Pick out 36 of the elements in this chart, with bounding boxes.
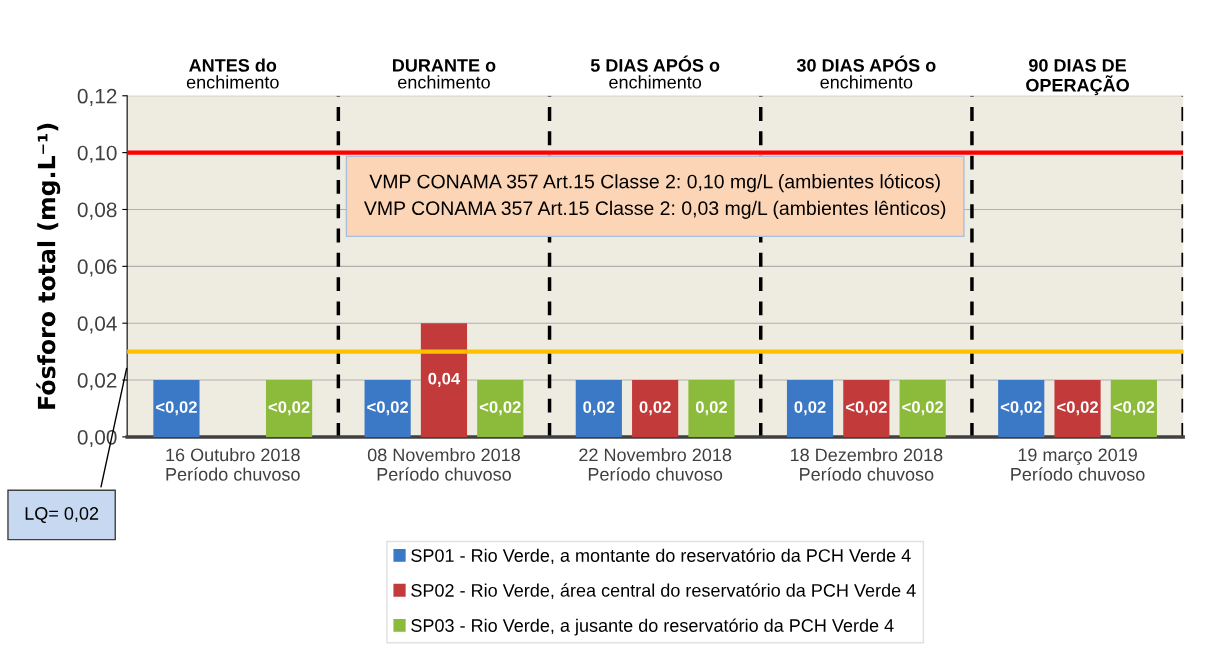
text: LQ= 0,02 bbox=[25, 507, 99, 524]
data-label: <0,02 bbox=[156, 401, 197, 416]
data-label: <0,02 bbox=[1057, 401, 1098, 416]
data-label: 0,04 bbox=[428, 372, 461, 387]
y-axis-title: Fósforo total (mg.L⁻¹) bbox=[36, 123, 61, 409]
data-label: <0,02 bbox=[268, 401, 310, 416]
x-tick-label: 19 março 2019 Período chuvoso bbox=[1011, 448, 1145, 481]
text: ANTES do enchimento bbox=[186, 58, 279, 89]
x-tick-label: 18 Dezembro 2018 Período chuvoso bbox=[790, 448, 943, 481]
data-label: <0,02 bbox=[1000, 401, 1042, 416]
data-label: <0,02 bbox=[902, 401, 944, 416]
data-label: <0,02 bbox=[1113, 401, 1155, 416]
data-label: <0,02 bbox=[367, 401, 409, 416]
y-tick-label: 0,06 bbox=[77, 259, 117, 277]
annotation: VMP CONAMA 357 Art.15 Classe 2: 0,10 mg/L (ambientes lóticos) VMP CONAMA 357 Art.15 Classe 2: 0,03 mg/L (ambientes lênticos) bbox=[363, 173, 946, 219]
data-label: <0,02 bbox=[479, 401, 521, 416]
data-label: <0,02 bbox=[845, 401, 887, 416]
legend-label: SP01 - Rio Verde, a montante do reservatório da PCH Verde 4 bbox=[411, 548, 911, 565]
text: 5 DIAS APÓS o enchimento bbox=[590, 55, 720, 89]
data-label: 0,02 bbox=[695, 401, 728, 416]
y-tick-label: 0,12 bbox=[77, 88, 117, 106]
x-tick-label: 16 Outubro 2018 Período chuvoso bbox=[166, 448, 300, 481]
x-tick-label: 08 Novembro 2018 Período chuvoso bbox=[367, 448, 520, 481]
x-tick-label: 22 Novembro 2018 Período chuvoso bbox=[579, 448, 732, 481]
y-tick-label: 0,04 bbox=[77, 316, 117, 334]
data-label: 0,02 bbox=[794, 401, 826, 416]
legend-label: SP02 - Rio Verde, área central do reservatório da PCH Verde 4 bbox=[411, 583, 916, 599]
text: DURANTE o enchimento bbox=[393, 59, 496, 89]
y-tick-label: 0,08 bbox=[77, 202, 117, 220]
y-tick-label: 0,10 bbox=[77, 145, 117, 163]
data-label: 0,02 bbox=[583, 401, 615, 416]
legend-label: SP03 - Rio Verde, a jusante do reservatório da PCH Verde 4 bbox=[411, 618, 894, 636]
y-tick-label: 0,02 bbox=[77, 373, 117, 391]
text: 90 DIAS DE OPERAÇÃO bbox=[1026, 58, 1129, 96]
data-label: 0,02 bbox=[639, 401, 671, 416]
text: 30 DIAS APÓS o enchimento bbox=[796, 55, 936, 89]
